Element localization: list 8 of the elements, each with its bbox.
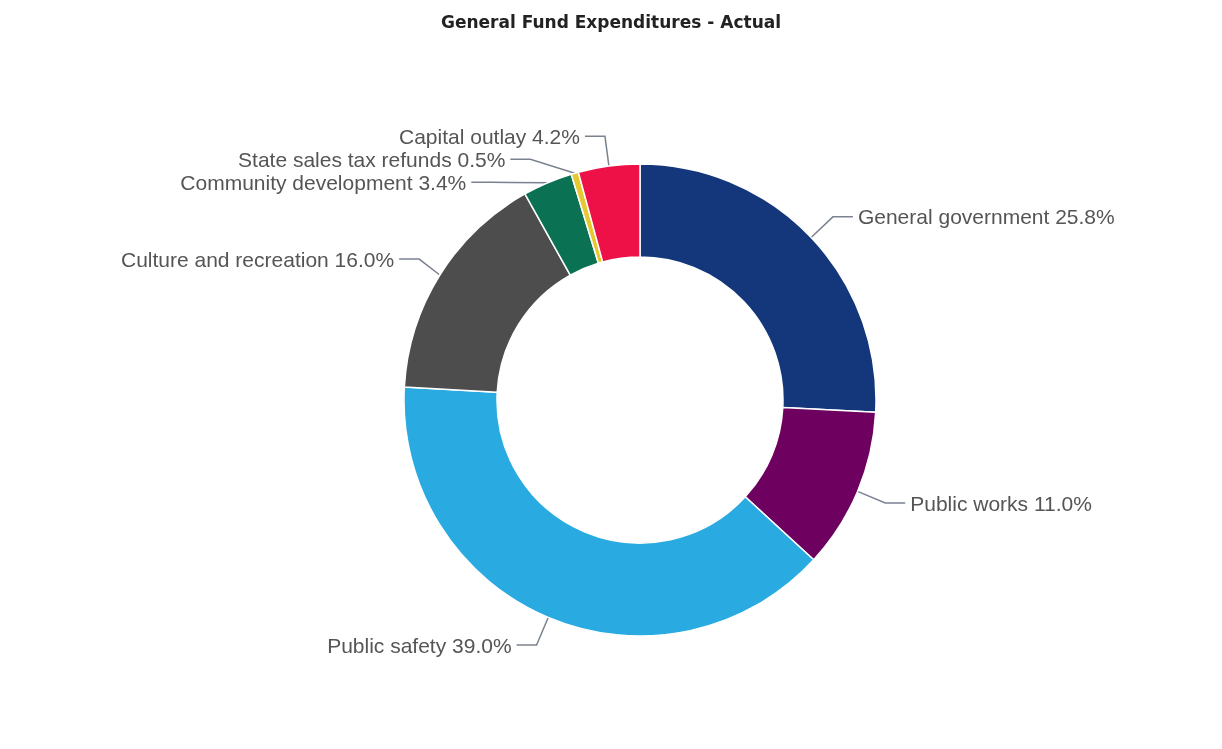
slice-label: State sales tax refunds 0.5% [238, 147, 506, 171]
slice-label: Community development 3.4% [180, 170, 467, 194]
slice-label: Culture and recreation 16.0% [120, 247, 395, 271]
slice-label: Capital outlay 4.2% [399, 124, 580, 148]
slice-label: Public safety 39.0% [327, 633, 512, 657]
slice-label: General government 25.8% [857, 205, 1115, 229]
slice-label: Public works 11.0% [910, 491, 1092, 515]
chart-title: General Fund Expenditures - Actual [440, 11, 782, 32]
